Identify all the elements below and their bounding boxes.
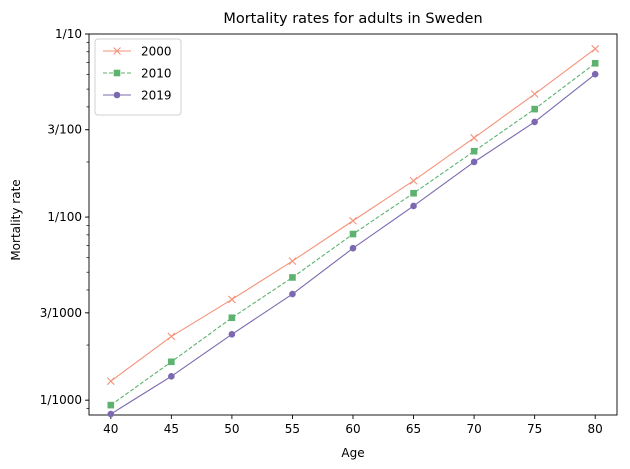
data-point xyxy=(289,290,296,298)
data-point xyxy=(228,331,236,338)
data-point xyxy=(106,377,115,386)
data-point xyxy=(591,59,599,67)
data-point xyxy=(168,358,175,366)
y-tick-label: 1/100 xyxy=(47,210,82,224)
data-point xyxy=(228,295,236,304)
data-point xyxy=(349,244,357,252)
data-point xyxy=(113,91,121,99)
series-line xyxy=(110,73,596,415)
legend-label: 2000 xyxy=(141,45,172,59)
y-tick-label: 3/1000 xyxy=(40,306,82,320)
chart-title: Mortality rates for adults in Sweden xyxy=(223,11,482,27)
y-axis-label: Mortality rate xyxy=(9,179,23,260)
data-point xyxy=(349,216,357,225)
x-axis-label: Age xyxy=(341,446,364,460)
data-point xyxy=(410,189,417,197)
x-tick-label: 60 xyxy=(345,422,360,436)
data-point xyxy=(470,147,478,155)
data-point xyxy=(107,410,115,418)
legend-item: 2000 xyxy=(103,45,172,59)
y-tick-label: 3/100 xyxy=(47,123,82,137)
data-point xyxy=(591,70,599,78)
data-point xyxy=(113,47,121,55)
data-point xyxy=(470,158,478,166)
series-2010 xyxy=(107,59,599,409)
x-tick-label: 65 xyxy=(406,422,421,436)
data-point xyxy=(349,230,357,238)
data-point xyxy=(531,105,538,113)
legend-label: 2010 xyxy=(141,67,172,81)
x-tick-label: 80 xyxy=(588,422,603,436)
data-point xyxy=(591,44,600,53)
data-point xyxy=(409,176,418,185)
x-tick-label: 55 xyxy=(285,422,300,436)
y-tick-label: 1/10 xyxy=(55,27,82,41)
data-point xyxy=(167,332,176,341)
data-point xyxy=(113,69,121,77)
x-tick-label: 70 xyxy=(466,422,481,436)
series-line xyxy=(110,48,596,382)
x-tick-label: 40 xyxy=(103,422,118,436)
y-tick-label: 1/1000 xyxy=(40,393,82,407)
legend-item: 2010 xyxy=(103,67,172,81)
x-tick-label: 50 xyxy=(224,422,239,436)
series-2019 xyxy=(107,70,599,418)
data-point xyxy=(289,274,296,281)
series-2000 xyxy=(106,44,600,386)
legend: 2000 2010 2019 xyxy=(94,38,182,116)
x-tick-label: 75 xyxy=(527,422,542,436)
data-point xyxy=(531,118,538,126)
data-point xyxy=(168,373,175,380)
data-point xyxy=(470,133,478,142)
data-point xyxy=(288,257,297,265)
data-point xyxy=(410,202,417,210)
data-point xyxy=(107,401,115,409)
x-tick-label: 45 xyxy=(164,422,179,436)
data-point xyxy=(228,314,236,322)
data-point xyxy=(530,90,539,98)
legend-item: 2019 xyxy=(103,89,172,103)
plot-area: 40 45 50 55 60 65 70 75 80 1/1000 3/1000 1/100 3/100… xyxy=(40,27,618,436)
legend-label: 2019 xyxy=(141,89,172,103)
